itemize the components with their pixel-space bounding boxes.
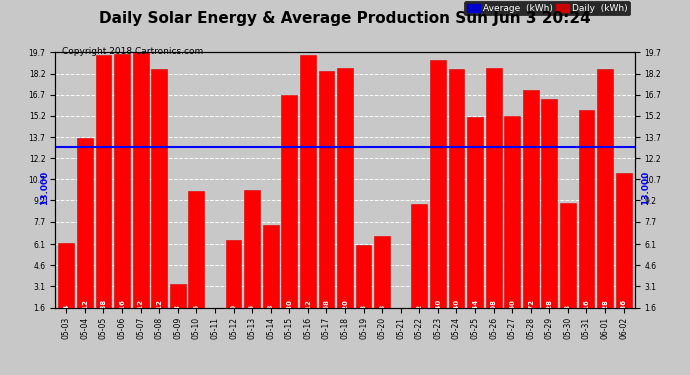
Text: Copyright 2018 Cartronics.com: Copyright 2018 Cartronics.com — [62, 47, 204, 56]
Text: 13.612: 13.612 — [82, 299, 88, 326]
Text: 9.956: 9.956 — [249, 304, 255, 326]
Bar — [560, 203, 576, 330]
Bar — [374, 236, 390, 330]
Bar — [579, 110, 594, 330]
Bar — [170, 284, 186, 330]
Text: 18.368: 18.368 — [324, 299, 329, 326]
Text: 8.912: 8.912 — [416, 304, 422, 326]
Bar — [411, 204, 427, 330]
Text: 18.540: 18.540 — [453, 299, 460, 326]
Bar — [282, 95, 297, 330]
Text: 19.616: 19.616 — [119, 299, 125, 326]
Text: 13.000: 13.000 — [40, 170, 50, 205]
Bar — [430, 60, 446, 330]
Text: 13.000: 13.000 — [640, 170, 650, 205]
Bar — [300, 55, 316, 330]
Text: 6.008: 6.008 — [361, 304, 366, 326]
Text: 17.072: 17.072 — [528, 299, 534, 326]
Text: 7.488: 7.488 — [268, 303, 274, 326]
Bar — [337, 68, 353, 330]
Bar — [319, 71, 335, 330]
Text: 18.528: 18.528 — [602, 299, 608, 326]
Text: 6.144: 6.144 — [63, 303, 70, 326]
Text: 18.512: 18.512 — [156, 299, 162, 326]
Bar — [467, 117, 483, 330]
Text: 15.160: 15.160 — [509, 299, 515, 326]
Bar — [504, 117, 520, 330]
Bar — [132, 53, 148, 330]
Text: 19.512: 19.512 — [305, 299, 311, 326]
Text: 19.488: 19.488 — [101, 298, 106, 326]
Text: 15.144: 15.144 — [472, 298, 478, 326]
Text: 16.428: 16.428 — [546, 299, 553, 326]
Bar — [355, 245, 371, 330]
Text: 16.680: 16.680 — [286, 299, 293, 326]
Bar — [188, 191, 204, 330]
Bar — [96, 56, 111, 330]
Text: 6.648: 6.648 — [379, 304, 385, 326]
Bar — [615, 173, 631, 330]
Bar — [77, 138, 93, 330]
Text: 3.268: 3.268 — [175, 304, 181, 326]
Text: 19.140: 19.140 — [435, 298, 441, 326]
Bar — [226, 240, 241, 330]
Text: 15.616: 15.616 — [584, 299, 589, 326]
Bar — [448, 69, 464, 330]
Text: 18.608: 18.608 — [491, 299, 497, 326]
Bar — [597, 69, 613, 330]
Text: 9.876: 9.876 — [193, 304, 199, 326]
Text: 6.380: 6.380 — [230, 304, 237, 326]
Bar — [59, 243, 75, 330]
Bar — [151, 69, 167, 330]
Bar — [486, 68, 502, 330]
Text: 18.620: 18.620 — [342, 299, 348, 326]
Bar — [263, 225, 279, 330]
Bar — [523, 90, 539, 330]
Text: 19.712: 19.712 — [137, 299, 144, 326]
Bar — [244, 190, 260, 330]
Bar — [114, 54, 130, 330]
Text: 11.136: 11.136 — [620, 299, 627, 326]
Text: 9.028: 9.028 — [565, 304, 571, 326]
Text: Daily Solar Energy & Average Production Sun Jun 3 20:24: Daily Solar Energy & Average Production … — [99, 11, 591, 26]
Bar — [542, 99, 558, 330]
Legend: Average  (kWh), Daily  (kWh): Average (kWh), Daily (kWh) — [464, 1, 630, 15]
